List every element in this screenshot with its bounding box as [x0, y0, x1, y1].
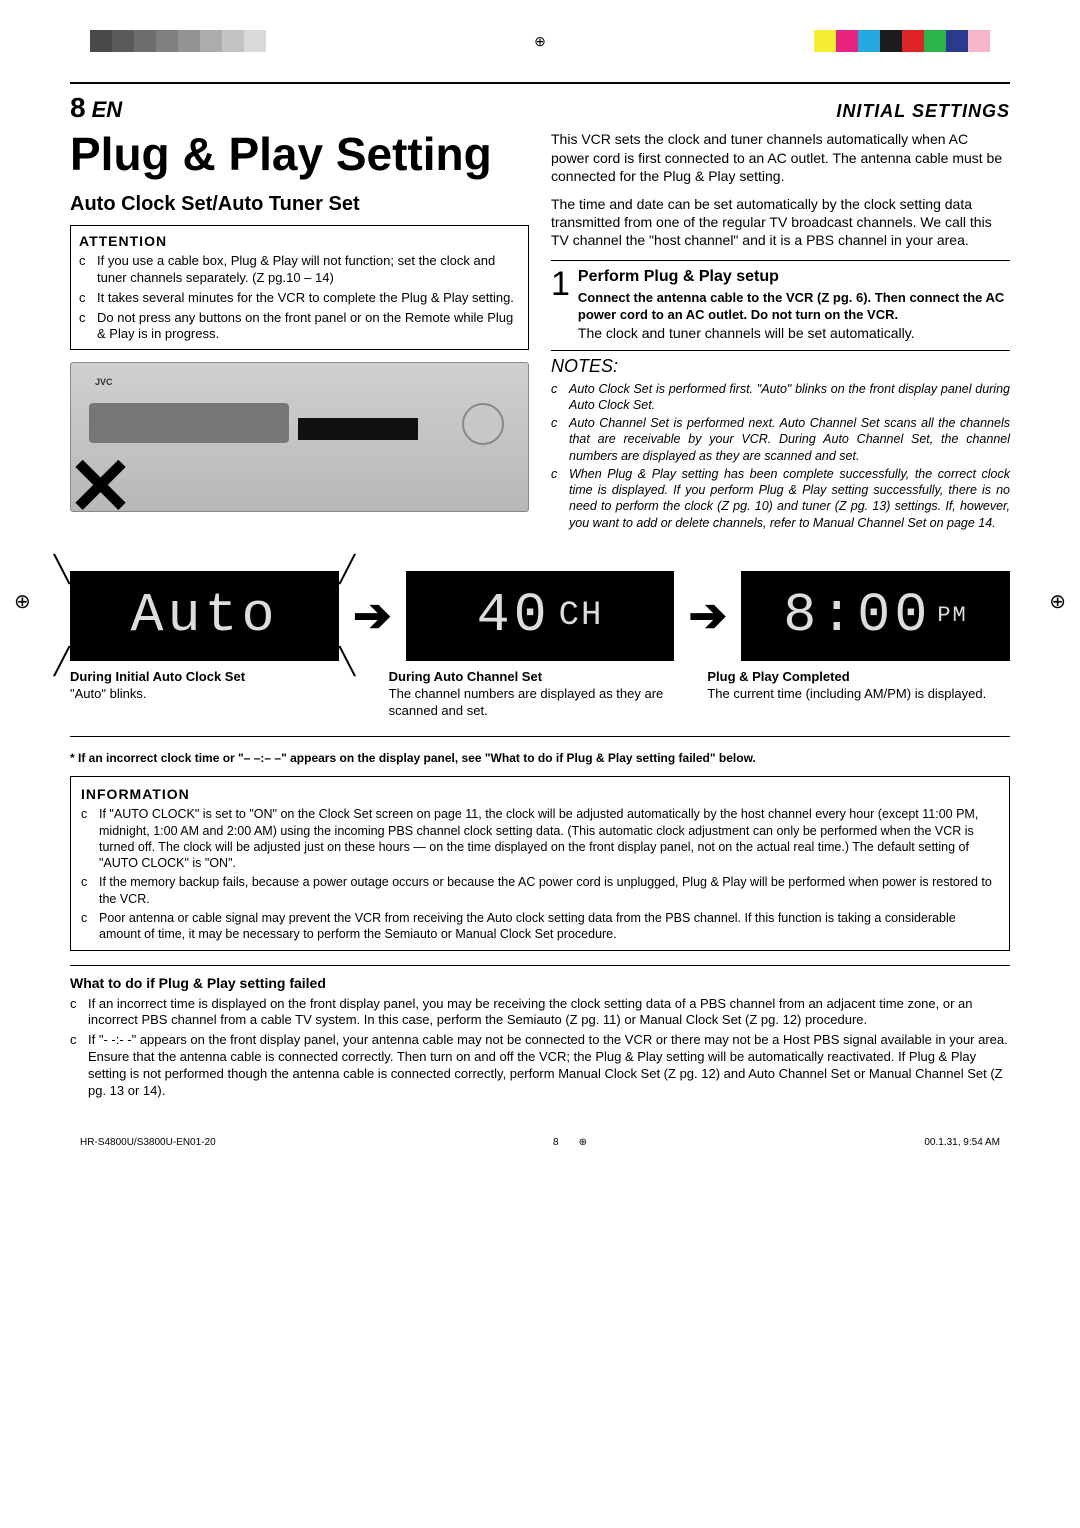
- failed-header: What to do if Plug & Play setting failed: [70, 974, 1010, 992]
- lcd-time-text: 8:00: [783, 580, 931, 652]
- section-label: INITIAL SETTINGS: [836, 100, 1010, 123]
- caption-1-title: During Initial Auto Clock Set: [70, 669, 373, 686]
- attention-header: ATTENTION: [79, 232, 520, 250]
- failed-box: What to do if Plug & Play setting failed…: [70, 965, 1010, 1100]
- page-title: Plug & Play Setting: [70, 130, 529, 178]
- step-number: 1: [551, 267, 570, 343]
- step-body: The clock and tuner channels will be set…: [578, 324, 1010, 342]
- caption-1-body: "Auto" blinks.: [70, 686, 373, 703]
- lcd-channel-label: CH: [559, 594, 604, 638]
- lcd-channel-num: 40: [477, 580, 551, 652]
- asterisk-note: * If an incorrect clock time or "– –:– –…: [70, 751, 1010, 767]
- footer-page: 8: [553, 1136, 559, 1149]
- blink-indicator-icon: ╱: [339, 553, 355, 587]
- vcr-logo: JVC: [95, 377, 113, 389]
- lcd-channel: 40 CH: [406, 571, 675, 661]
- caption-3-body: The current time (including AM/PM) is di…: [707, 686, 1010, 703]
- page-subtitle: Auto Clock Set/Auto Tuner Set: [70, 191, 529, 217]
- arrow-right-icon: ➔: [688, 586, 727, 646]
- lcd-pm-text: PM: [937, 602, 967, 631]
- page-footer: HR-S4800U/S3800U-EN01-20 8 ⊕ 00.1.31, 9:…: [70, 1136, 1010, 1149]
- blink-indicator-icon: ╱: [54, 645, 70, 679]
- intro-para-1: This VCR sets the clock and tuner channe…: [551, 130, 1010, 185]
- intro-para-2: The time and date can be set automatical…: [551, 195, 1010, 250]
- reg-mark-left: ⊕: [14, 589, 31, 615]
- footer-timestamp: 00.1.31, 9:54 AM: [924, 1136, 1000, 1149]
- page-lang: EN: [92, 96, 123, 125]
- lcd-auto-text: Auto: [130, 580, 278, 652]
- list-item: cPoor antenna or cable signal may preven…: [81, 910, 999, 943]
- list-item: cIt takes several minutes for the VCR to…: [79, 290, 520, 307]
- x-mark-icon: ✕: [67, 435, 134, 539]
- list-item: cIf "- -:- -" appears on the front displ…: [70, 1032, 1010, 1100]
- reg-mark-right: ⊕: [1049, 589, 1066, 615]
- vcr-jog-dial: [462, 403, 504, 445]
- list-item: cIf you use a cable box, Plug & Play wil…: [79, 253, 520, 287]
- caption-3-title: Plug & Play Completed: [707, 669, 1010, 686]
- information-box: INFORMATION cIf "AUTO CLOCK" is set to "…: [70, 776, 1010, 951]
- arrow-right-icon: ➔: [353, 586, 392, 646]
- lcd-sequence: ╲ ╱ ╱ ╲ Auto ➔ 40 CH ➔ 8:00 PM: [70, 571, 1010, 661]
- lcd-captions: During Initial Auto Clock Set "Auto" bli…: [70, 669, 1010, 720]
- footer-doc-id: HR-S4800U/S3800U-EN01-20: [80, 1136, 216, 1149]
- list-item: cIf "AUTO CLOCK" is set to "ON" on the C…: [81, 806, 999, 871]
- notes-list: cAuto Clock Set is performed first. "Aut…: [551, 381, 1010, 531]
- reg-mark-bottom: ⊕: [579, 1136, 587, 1149]
- list-item: cAuto Channel Set is performed next. Aut…: [551, 415, 1010, 464]
- list-item: cDo not press any buttons on the front p…: [79, 310, 520, 344]
- separator: [70, 736, 1010, 737]
- list-item: cIf an incorrect time is displayed on th…: [70, 996, 1010, 1030]
- list-item: cWhen Plug & Play setting has been compl…: [551, 466, 1010, 531]
- list-item: cAuto Clock Set is performed first. "Aut…: [551, 381, 1010, 414]
- information-header: INFORMATION: [81, 785, 999, 803]
- caption-2-body: The channel numbers are displayed as the…: [389, 686, 692, 720]
- reg-mark-top: ⊕: [534, 32, 546, 50]
- vcr-illustration: JVC ✕: [70, 362, 529, 512]
- notes-header: NOTES:: [551, 350, 1010, 378]
- list-item: cIf the memory backup fails, because a p…: [81, 874, 999, 907]
- caption-2-title: During Auto Channel Set: [389, 669, 692, 686]
- vcr-front-display: [298, 418, 418, 440]
- page-number: 8 EN: [70, 90, 122, 126]
- attention-box: ATTENTION cIf you use a cable box, Plug …: [70, 225, 529, 351]
- gray-bar: [90, 30, 266, 52]
- step-title: Perform Plug & Play setup: [578, 267, 1010, 288]
- registration-marks: ⊕: [70, 30, 1010, 52]
- color-bar: [814, 30, 990, 52]
- step-instruction: Connect the antenna cable to the VCR (Z …: [578, 290, 1010, 324]
- page-digit: 8: [70, 90, 86, 126]
- blink-indicator-icon: ╲: [54, 553, 70, 587]
- lcd-time: 8:00 PM: [741, 571, 1010, 661]
- step-1: 1 Perform Plug & Play setup Connect the …: [551, 260, 1010, 343]
- blink-indicator-icon: ╲: [339, 645, 355, 679]
- lcd-auto: Auto: [70, 571, 339, 661]
